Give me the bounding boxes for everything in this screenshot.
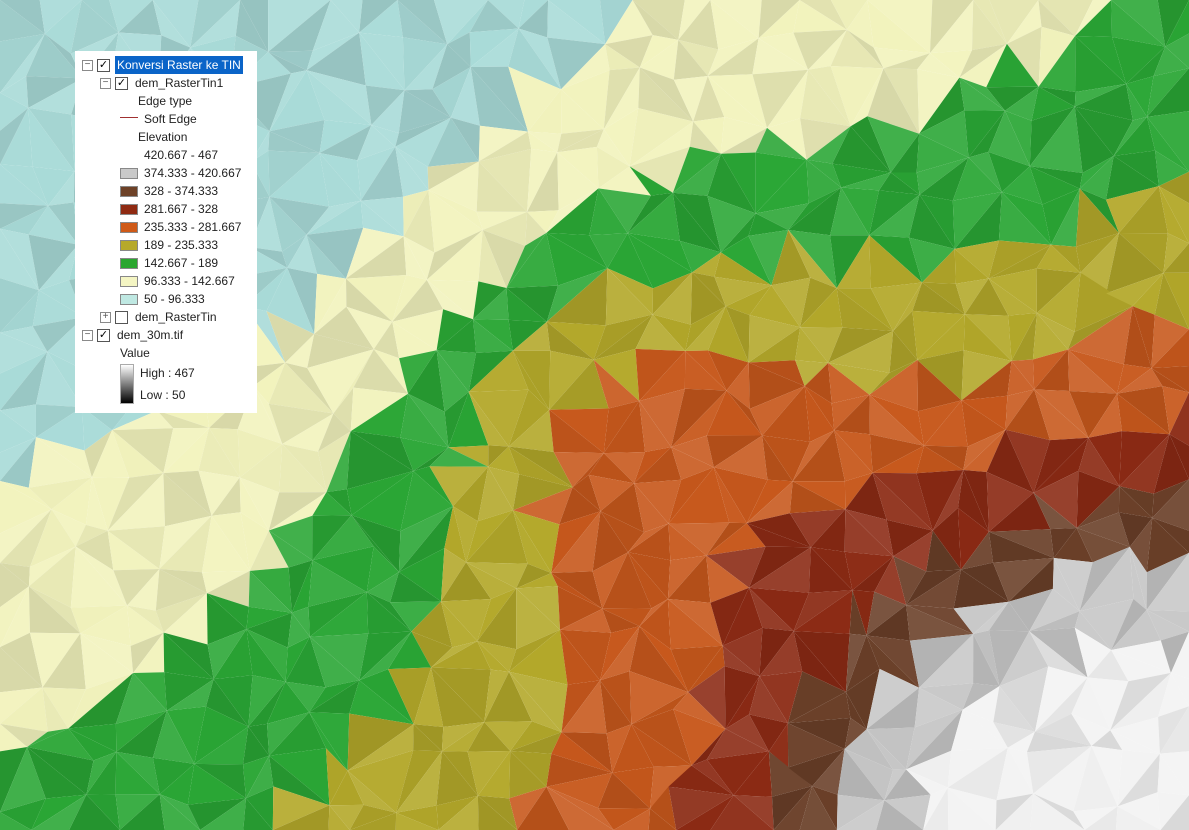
layer-visibility-checkbox[interactable] [115,77,128,90]
legend-item: 50 - 96.333 [82,290,250,308]
color-swatch-icon [120,186,138,197]
layer-row[interactable]: + dem_RasterTin [82,308,250,326]
legend-header: Value [82,344,250,362]
legend-label: 189 - 235.333 [144,236,218,254]
low-value-label: Low : 50 [140,386,195,404]
elevation-header: Elevation [138,128,187,146]
minus-icon[interactable]: − [82,330,93,341]
legend-label: 328 - 374.333 [144,182,218,200]
layer-label[interactable]: dem_30m.tif [115,326,185,344]
legend-item: 235.333 - 281.667 [82,218,250,236]
legend-item: 189 - 235.333 [82,236,250,254]
legend-label: 420.667 - 467 [144,146,218,164]
high-value-label: High : 467 [140,364,195,382]
legend-item: Soft Edge [82,110,250,128]
legend-item: 281.667 - 328 [82,200,250,218]
plus-icon[interactable]: + [100,312,111,323]
color-swatch-icon [120,222,138,233]
legend-header: Edge type [82,92,250,110]
legend-label: 142.667 - 189 [144,254,218,272]
legend-item: 142.667 - 189 [82,254,250,272]
legend-item: 374.333 - 420.667 [82,164,250,182]
value-header: Value [120,344,150,362]
color-swatch-icon [120,240,138,251]
color-swatch-icon [120,276,138,287]
legend-label: 281.667 - 328 [144,200,218,218]
legend-label: 235.333 - 281.667 [144,218,241,236]
edge-type-header: Edge type [138,92,192,110]
legend-header: Elevation [82,128,250,146]
layer-label[interactable]: dem_RasterTin1 [133,74,225,92]
layer-visibility-checkbox[interactable] [97,329,110,342]
gradient-swatch-icon [120,364,134,404]
legend-label: 50 - 96.333 [144,290,205,308]
legend-item: 96.333 - 142.667 [82,272,250,290]
minus-icon[interactable]: − [100,78,111,89]
toc-panel: − Konversi Raster ke TIN − dem_RasterTin… [75,51,257,413]
layer-visibility-checkbox[interactable] [115,311,128,324]
map-viewport: − Konversi Raster ke TIN − dem_RasterTin… [0,0,1189,830]
layer-row[interactable]: − dem_RasterTin1 [82,74,250,92]
legend-item: 328 - 374.333 [82,182,250,200]
color-swatch-icon [120,294,138,305]
legend-item: 420.667 - 467 [82,146,250,164]
color-swatch-icon [120,150,138,161]
legend-label: 96.333 - 142.667 [144,272,235,290]
stretch-legend: High : 467 Low : 50 [82,364,250,404]
legend-label: Soft Edge [144,110,197,128]
color-swatch-icon [120,168,138,179]
group-label[interactable]: Konversi Raster ke TIN [115,56,243,74]
line-swatch-icon [120,117,138,118]
legend-label: 374.333 - 420.667 [144,164,241,182]
minus-icon[interactable]: − [82,60,93,71]
color-swatch-icon [120,258,138,269]
color-swatch-icon [120,204,138,215]
layer-row[interactable]: − dem_30m.tif [82,326,250,344]
layer-label[interactable]: dem_RasterTin [133,308,219,326]
group-row[interactable]: − Konversi Raster ke TIN [82,56,250,74]
group-visibility-checkbox[interactable] [97,59,110,72]
